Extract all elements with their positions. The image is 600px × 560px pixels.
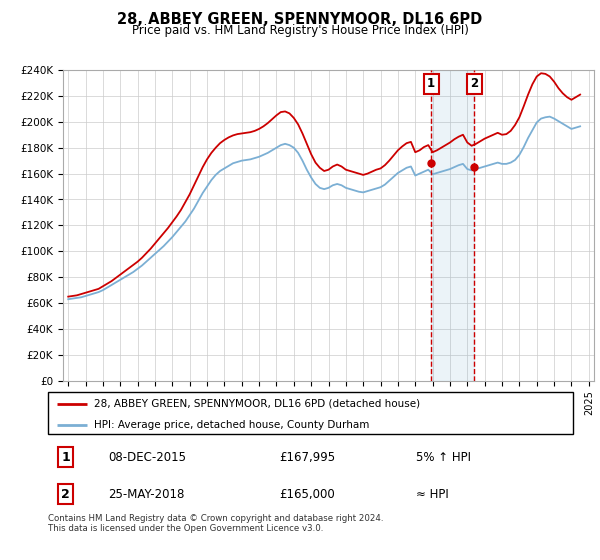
Text: 2: 2 [470, 77, 478, 91]
Text: Price paid vs. HM Land Registry's House Price Index (HPI): Price paid vs. HM Land Registry's House … [131, 24, 469, 36]
Text: 08-DEC-2015: 08-DEC-2015 [109, 451, 187, 464]
Text: 28, ABBEY GREEN, SPENNYMOOR, DL16 6PD (detached house): 28, ABBEY GREEN, SPENNYMOOR, DL16 6PD (d… [94, 399, 421, 409]
Bar [431, 70, 474, 381]
Text: HPI: Average price, detached house, County Durham: HPI: Average price, detached house, Coun… [94, 420, 370, 430]
Text: £165,000: £165,000 [279, 488, 335, 501]
Text: Contains HM Land Registry data © Crown copyright and database right 2024.
This d: Contains HM Land Registry data © Crown c… [48, 514, 383, 534]
FancyBboxPatch shape [48, 392, 573, 434]
Text: 1: 1 [427, 77, 435, 91]
Text: 25-MAY-2018: 25-MAY-2018 [109, 488, 185, 501]
Text: 5% ↑ HPI: 5% ↑ HPI [415, 451, 470, 464]
Text: ≈ HPI: ≈ HPI [415, 488, 448, 501]
Text: 2: 2 [61, 488, 70, 501]
Text: 28, ABBEY GREEN, SPENNYMOOR, DL16 6PD: 28, ABBEY GREEN, SPENNYMOOR, DL16 6PD [118, 12, 482, 27]
Text: £167,995: £167,995 [279, 451, 335, 464]
Text: 1: 1 [61, 451, 70, 464]
